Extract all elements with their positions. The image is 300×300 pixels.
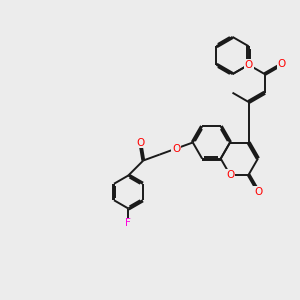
Text: O: O <box>244 60 253 70</box>
Text: O: O <box>226 170 234 180</box>
Text: O: O <box>136 137 144 148</box>
Text: O: O <box>278 59 286 69</box>
Text: O: O <box>172 143 180 154</box>
Text: O: O <box>254 187 262 196</box>
Text: F: F <box>125 218 131 229</box>
